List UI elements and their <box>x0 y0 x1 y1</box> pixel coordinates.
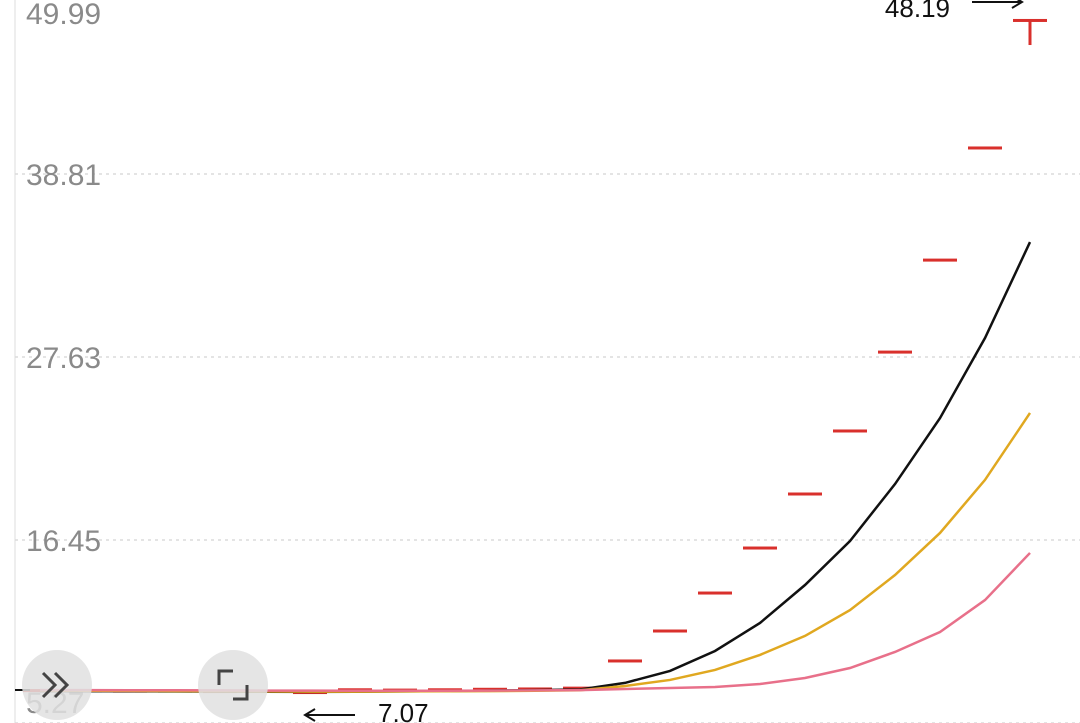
candle-body <box>1013 18 1047 22</box>
fullscreen-button[interactable] <box>198 650 268 720</box>
candle-body <box>608 659 642 663</box>
candle-body <box>833 429 867 433</box>
candle-body <box>653 629 687 633</box>
candle-body <box>473 687 507 691</box>
collapse-button[interactable] <box>22 650 92 720</box>
high-annotation: 48.19 <box>885 0 950 23</box>
high-arrow <box>972 0 1024 9</box>
chevrons-icon <box>41 671 70 699</box>
low-arrow <box>303 708 355 722</box>
candle-body <box>923 258 957 262</box>
moving-average-line <box>39 412 1032 693</box>
candle-body <box>968 146 1002 150</box>
y-tick-label: 49.99 <box>26 0 101 31</box>
fullscreen-icon <box>217 669 249 701</box>
candle-body <box>698 591 732 595</box>
y-tick-label: 38.81 <box>26 159 101 192</box>
candle-body <box>878 350 912 354</box>
low-annotation: 7.07 <box>378 698 429 723</box>
moving-average-line <box>40 552 1031 693</box>
y-tick-label: 16.45 <box>26 525 101 558</box>
candle-body <box>788 492 822 496</box>
moving-average-line <box>40 241 1032 694</box>
candle-body <box>743 546 777 550</box>
candle-body <box>563 686 597 690</box>
y-tick-label: 27.63 <box>26 342 101 375</box>
